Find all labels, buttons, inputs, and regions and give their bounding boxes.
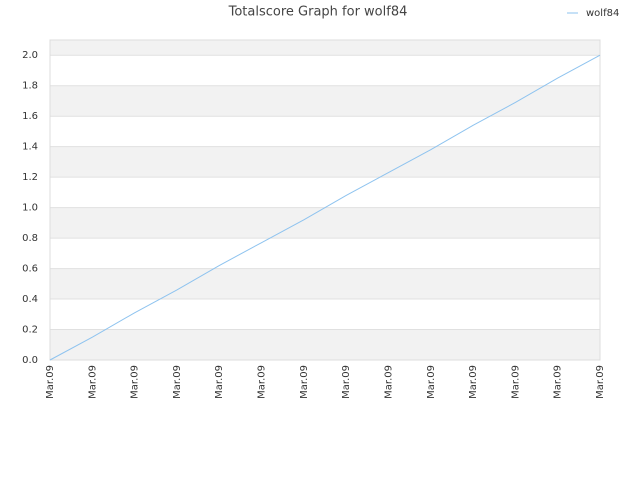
grid-band (50, 207, 600, 239)
x-tick-label: Mar.09 (87, 365, 98, 399)
legend-label: wolf84 (586, 8, 619, 19)
y-tick-label: 0.0 (22, 355, 38, 366)
x-tick-label: Mar.09 (468, 365, 479, 399)
x-tick-label: Mar.09 (383, 365, 394, 399)
x-tick-label: Mar.09 (214, 365, 225, 399)
x-tick-label: Mar.09 (130, 365, 141, 399)
x-tick-label: Mar.09 (257, 365, 268, 399)
x-tick-label: Mar.09 (510, 365, 521, 399)
y-tick-label: 0.8 (22, 233, 38, 244)
y-tick-label: 0.2 (22, 325, 38, 336)
y-tick-label: 1.6 (22, 111, 38, 122)
plot-border (49, 39, 601, 361)
chart-title: Totalscore Graph for wolf84 (228, 5, 408, 20)
grid-band (50, 40, 600, 56)
y-tick-label: 2.0 (22, 50, 38, 61)
x-tick-label: Mar.09 (172, 365, 183, 399)
x-tick-label: Mar.09 (299, 365, 310, 399)
grid-band (50, 85, 600, 117)
y-tick-label: 0.6 (22, 264, 38, 275)
grid-band (50, 329, 600, 360)
y-tick-label: 0.4 (22, 294, 38, 305)
grid-band (50, 268, 600, 300)
line (49, 54, 601, 361)
y-tick-label: 1.4 (22, 142, 38, 153)
x-tick-label: Mar.09 (553, 365, 564, 399)
y-tick-label: 1.8 (22, 81, 38, 92)
x-tick-label: Mar.09 (595, 365, 606, 399)
x-tick-label: Mar.09 (341, 365, 352, 399)
x-tick-label: Mar.09 (426, 365, 437, 399)
y-tick-label: 1.0 (22, 203, 38, 214)
x-tick-label: Mar.09 (45, 365, 56, 399)
grid-band (50, 146, 600, 178)
y-tick-label: 1.2 (22, 172, 38, 183)
